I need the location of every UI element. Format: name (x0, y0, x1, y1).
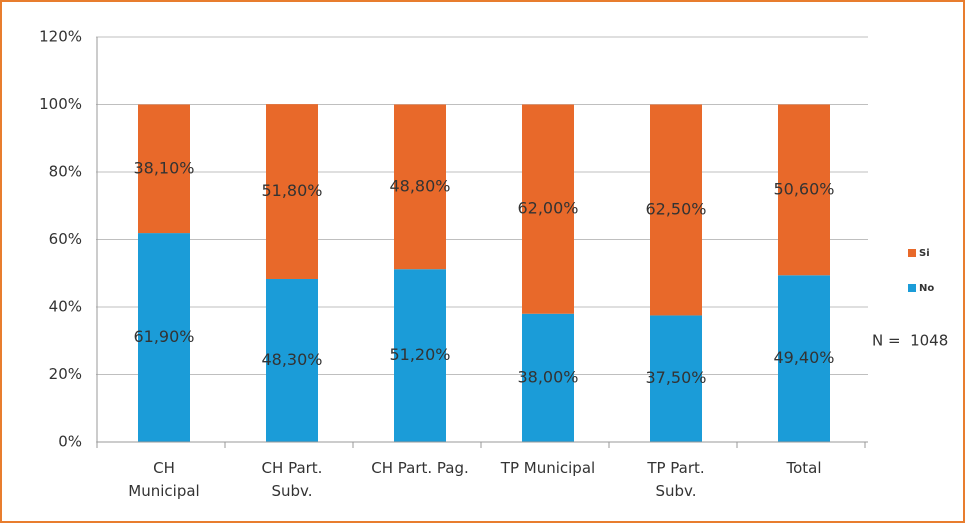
bar-segment (650, 104, 702, 316)
x-tick-label: Total (785, 459, 821, 477)
y-tick-label: 120% (39, 28, 82, 46)
value-label: 61,90% (133, 327, 194, 346)
value-label: 62,00% (517, 199, 578, 218)
bar-segment (266, 104, 318, 279)
x-tick-label: CH Municipal (128, 459, 199, 500)
value-label: 37,50% (645, 368, 706, 387)
y-tick-label: 0% (58, 433, 82, 451)
y-tick-label: 20% (49, 365, 82, 383)
value-label: 50,60% (773, 179, 834, 198)
value-label: 38,10% (133, 158, 194, 177)
y-tick-label: 40% (49, 298, 82, 316)
y-tick-label: 80% (49, 163, 82, 181)
bar-segment (138, 233, 190, 442)
y-tick-label: 60% (49, 230, 82, 248)
value-label: 62,50% (645, 199, 706, 218)
bar-segment (138, 104, 190, 234)
bar-segment (266, 278, 318, 442)
legend-swatch (908, 284, 916, 292)
value-label: 51,80% (261, 181, 322, 200)
bar-segment (394, 104, 446, 270)
x-tick-label: TP Part. Subv. (646, 459, 704, 500)
value-label: 48,30% (261, 350, 322, 369)
value-label: 51,20% (389, 345, 450, 364)
annotation: N = 1048 (872, 332, 948, 350)
legend-swatch (908, 249, 916, 257)
value-label: 38,00% (517, 367, 578, 386)
bar-segment (778, 104, 830, 276)
x-tick-label: CH Part. Pag. (371, 459, 469, 477)
bar-segment (394, 269, 446, 442)
value-label: 48,80% (389, 176, 450, 195)
legend-label: Si (919, 248, 930, 259)
legend-label: No (919, 283, 934, 294)
bar-segment (650, 315, 702, 442)
value-label: 49,40% (773, 348, 834, 367)
x-tick-label: CH Part. Subv. (262, 459, 323, 500)
bar-segment (522, 313, 574, 442)
bar-segment (522, 104, 574, 314)
x-tick-label: TP Municipal (500, 459, 595, 477)
y-tick-label: 100% (39, 95, 82, 113)
bar-segment (778, 275, 830, 442)
